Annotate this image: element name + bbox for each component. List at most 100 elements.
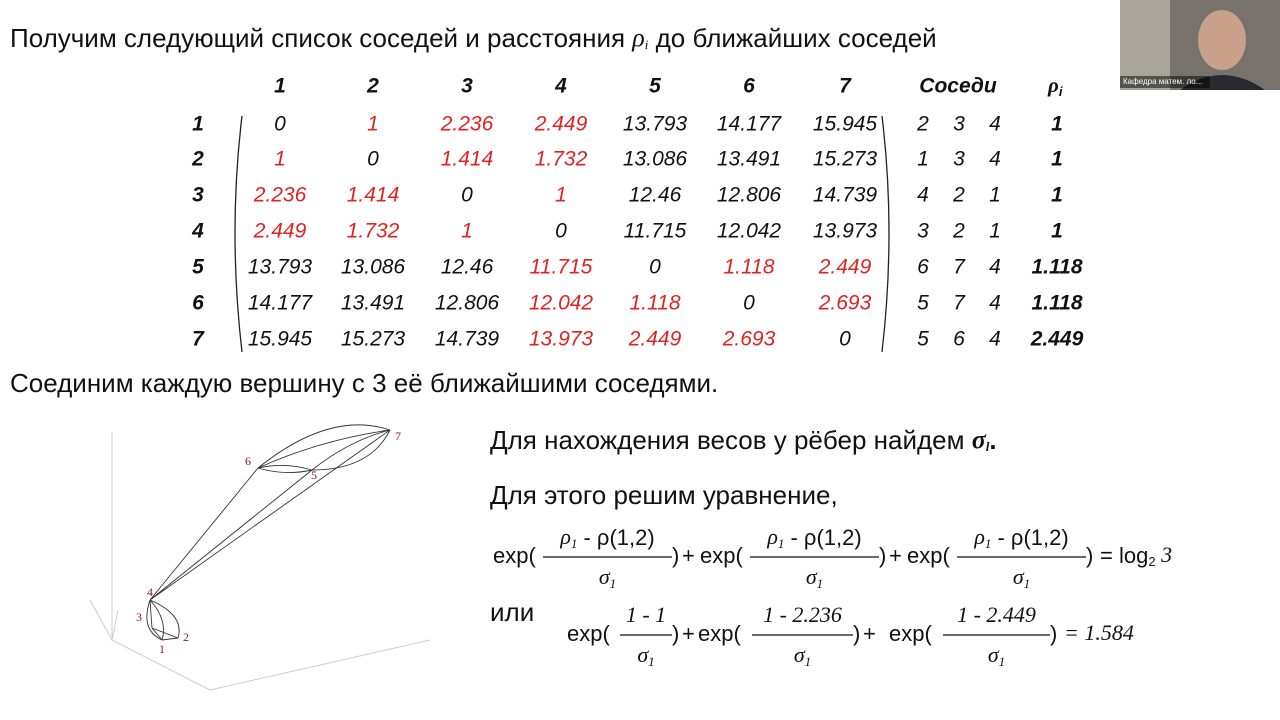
numerator-sub: 1: [778, 536, 785, 551]
neighbor-cell: 4: [989, 256, 1001, 279]
plus: +: [889, 543, 902, 568]
neighbor-cell: 6: [953, 328, 965, 351]
rhs-text: = 1.584: [1064, 620, 1134, 645]
neighbor-cell: 1: [989, 184, 1001, 207]
row-label: 3: [192, 184, 204, 207]
numerator-rest: - ρ(1,2): [991, 525, 1068, 550]
rhs-text: 3: [1156, 542, 1173, 567]
node-label: 3: [136, 610, 142, 624]
distance-cell: 2.449: [818, 256, 872, 279]
denominator-symbol: σ: [599, 564, 611, 589]
plus: +: [682, 543, 695, 568]
numerator-sub: 1: [985, 536, 992, 551]
heading-text: до ближайших соседей: [648, 23, 936, 53]
denominator-symbol: σ: [637, 642, 649, 667]
exp-close: ): [672, 543, 679, 568]
row-label: 7: [192, 328, 205, 351]
numerator-sub: 1: [571, 536, 578, 551]
heading-text: Получим следующий список соседей и расст…: [10, 23, 632, 53]
distance-cell: 0: [274, 113, 286, 136]
graph-plot: [89, 424, 431, 691]
rho-symbol: ρ: [1047, 73, 1059, 97]
row-label: 4: [191, 220, 204, 243]
distance-cell: 13.491: [717, 148, 781, 171]
denominator: σ1: [806, 564, 823, 591]
distance-cell: 1.732: [347, 220, 400, 243]
numerator: ρ1 - ρ(1,2): [766, 524, 861, 551]
denominator-sub: 1: [610, 576, 617, 591]
denominator: σ1: [794, 642, 811, 669]
plus: +: [682, 621, 695, 646]
denominator: σ1: [637, 642, 654, 669]
rhs-sub: 2: [1148, 554, 1155, 569]
exp-open: exp(: [567, 621, 610, 646]
edge: [149, 429, 391, 601]
distance-cell: 2.236: [253, 184, 307, 207]
distance-cell: 0: [649, 256, 661, 279]
webcam-caption-bg: [1120, 76, 1210, 88]
numerator-symbol: ρ: [766, 524, 778, 549]
heading-sub: i: [645, 37, 649, 52]
node-label: 1: [159, 642, 165, 656]
neighbor-cell: 3: [917, 220, 929, 243]
distance-cell: 1: [555, 184, 567, 207]
plus: +: [863, 621, 876, 646]
neighbor-cell: 3: [953, 113, 965, 136]
node-label: 5: [311, 468, 317, 482]
matrix-bracket: [234, 115, 243, 353]
distance-cell: 12.042: [717, 220, 782, 243]
row-label: 6: [192, 292, 204, 315]
numerator-symbol: ρ: [559, 524, 571, 549]
denominator-sub: 1: [1024, 576, 1031, 591]
node-label: 7: [395, 429, 401, 443]
numerator-text: 1 - 2.236: [763, 602, 842, 627]
neighbor-cell: 7: [953, 292, 966, 315]
numerator-rest: - ρ(1,2): [577, 525, 654, 550]
neighbor-cell: 2: [916, 113, 929, 136]
distance-cell: 1: [367, 113, 379, 136]
webcam-face: [1198, 10, 1246, 70]
exp-open: exp(: [493, 543, 536, 568]
distance-cell: 1.732: [535, 148, 588, 171]
neighbor-cell: 2: [952, 220, 965, 243]
distance-cell: 0: [743, 292, 755, 315]
axis: [89, 599, 119, 641]
webcam: Кафедра матем. ло...: [1120, 0, 1280, 90]
exp-close: ): [1050, 621, 1057, 646]
edge: [257, 465, 313, 471]
rho-cell: 1.118: [1032, 256, 1083, 279]
distance-cell: 13.793: [623, 113, 688, 136]
edge: [311, 429, 391, 471]
edge: [146, 599, 180, 641]
numerator: ρ1 - ρ(1,2): [559, 524, 654, 551]
neighbor-cell: 4: [989, 328, 1001, 351]
distance-cell: 15.273: [813, 148, 878, 171]
neighbor-cell: 6: [917, 256, 929, 279]
denominator-sub: 1: [999, 654, 1006, 669]
neighbor-cell: 1: [917, 148, 929, 171]
denominator: σ1: [988, 642, 1005, 669]
edge: [257, 424, 391, 469]
edge: [257, 467, 313, 473]
distance-cell: 2.449: [628, 328, 682, 351]
edge: [311, 429, 391, 471]
distance-cell: 12.46: [629, 184, 682, 207]
distance-cell: 0: [555, 220, 567, 243]
neighbor-cell: 3: [953, 148, 965, 171]
numerator: 1 - 2.236: [763, 602, 842, 627]
distance-cell: 15.273: [341, 328, 406, 351]
distance-cell: 1.118: [630, 292, 681, 315]
rho-cell: 1: [1051, 220, 1063, 243]
denominator-symbol: σ: [806, 564, 818, 589]
denominator-symbol: σ: [1013, 564, 1025, 589]
rho-cell: 1: [1051, 113, 1063, 136]
distance-cell: 1: [461, 220, 473, 243]
distance-cell: 12.806: [435, 292, 500, 315]
neighbor-cell: 1: [989, 220, 1001, 243]
or-text: или: [490, 597, 534, 627]
rho-header: ρi: [1047, 73, 1063, 100]
weights-sub: l: [986, 439, 990, 454]
distance-cell: 12.042: [529, 292, 594, 315]
